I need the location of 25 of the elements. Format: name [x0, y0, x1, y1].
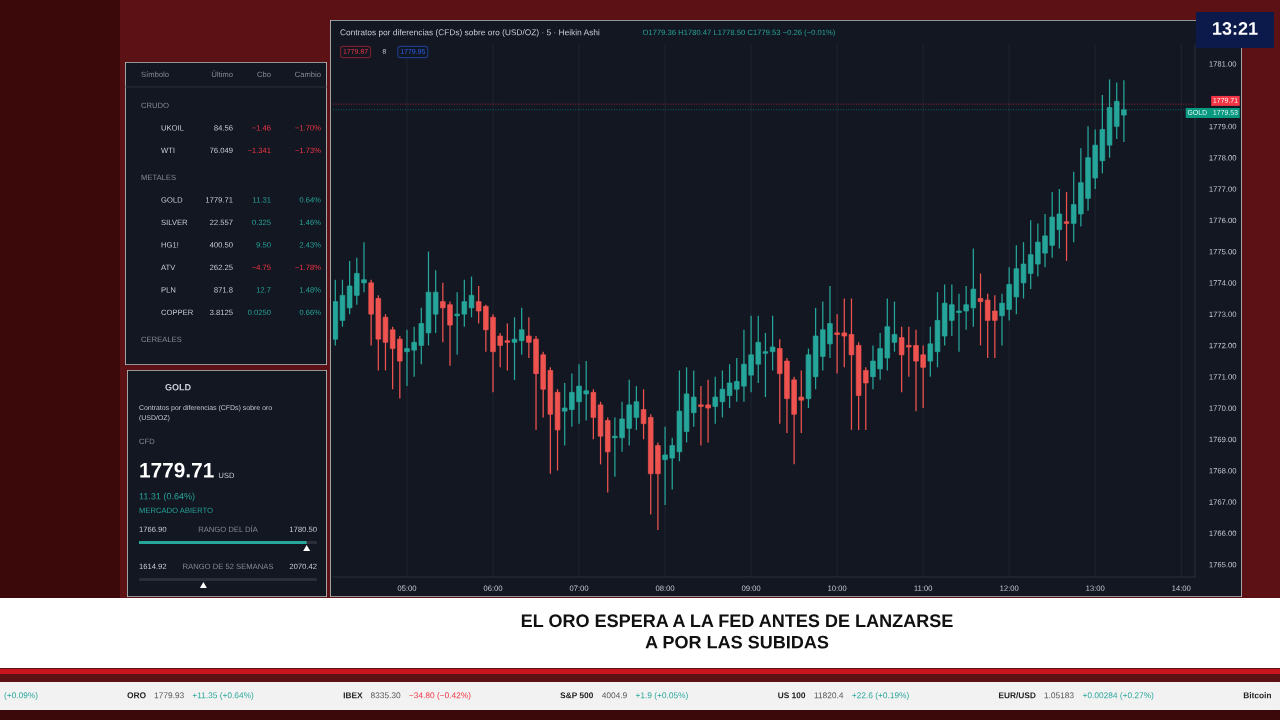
text: S&P 500 — [560, 692, 593, 699]
text: +1.9 (+0.05%) — [635, 692, 688, 700]
text: +0.00284 (+0.27%) — [1082, 692, 1154, 700]
chart-title: Contratos por diferencias (CFDs) sobre oro (USD/OZ) · 5 · Heikin Ashi — [340, 29, 600, 37]
text: ORO — [127, 692, 146, 699]
text: 11.31 (0.64%) — [139, 492, 195, 502]
text: EL ORO ESPERA A LA FED ANTES DE LANZARSE A POR LAS SUBIDAS — [521, 614, 953, 649]
text: −34.80 (−0.42%) — [409, 692, 471, 700]
text: +11.35 (+0.64%) — [192, 692, 254, 700]
text: GOLD — [165, 384, 191, 391]
text: 1779.93 — [154, 692, 184, 699]
text: 13:21 — [1213, 22, 1258, 35]
text: 1.05183 — [1044, 692, 1074, 699]
text: 11820.4 — [814, 692, 844, 699]
text: US 100 — [778, 692, 806, 699]
text: IBEX — [343, 692, 363, 699]
data-label: 1779.71 — [140, 462, 214, 478]
text: 4004.9 — [601, 692, 627, 699]
text: 8335.30 — [370, 692, 401, 699]
text: (+0.09%) — [4, 692, 38, 700]
text: +22.6 (+0.19%) — [852, 692, 909, 700]
text: Bitcoin — [1243, 692, 1271, 699]
candlestick — [1063, 191, 1070, 262]
candlestick — [769, 315, 776, 372]
text: EUR/USD — [998, 692, 1036, 699]
